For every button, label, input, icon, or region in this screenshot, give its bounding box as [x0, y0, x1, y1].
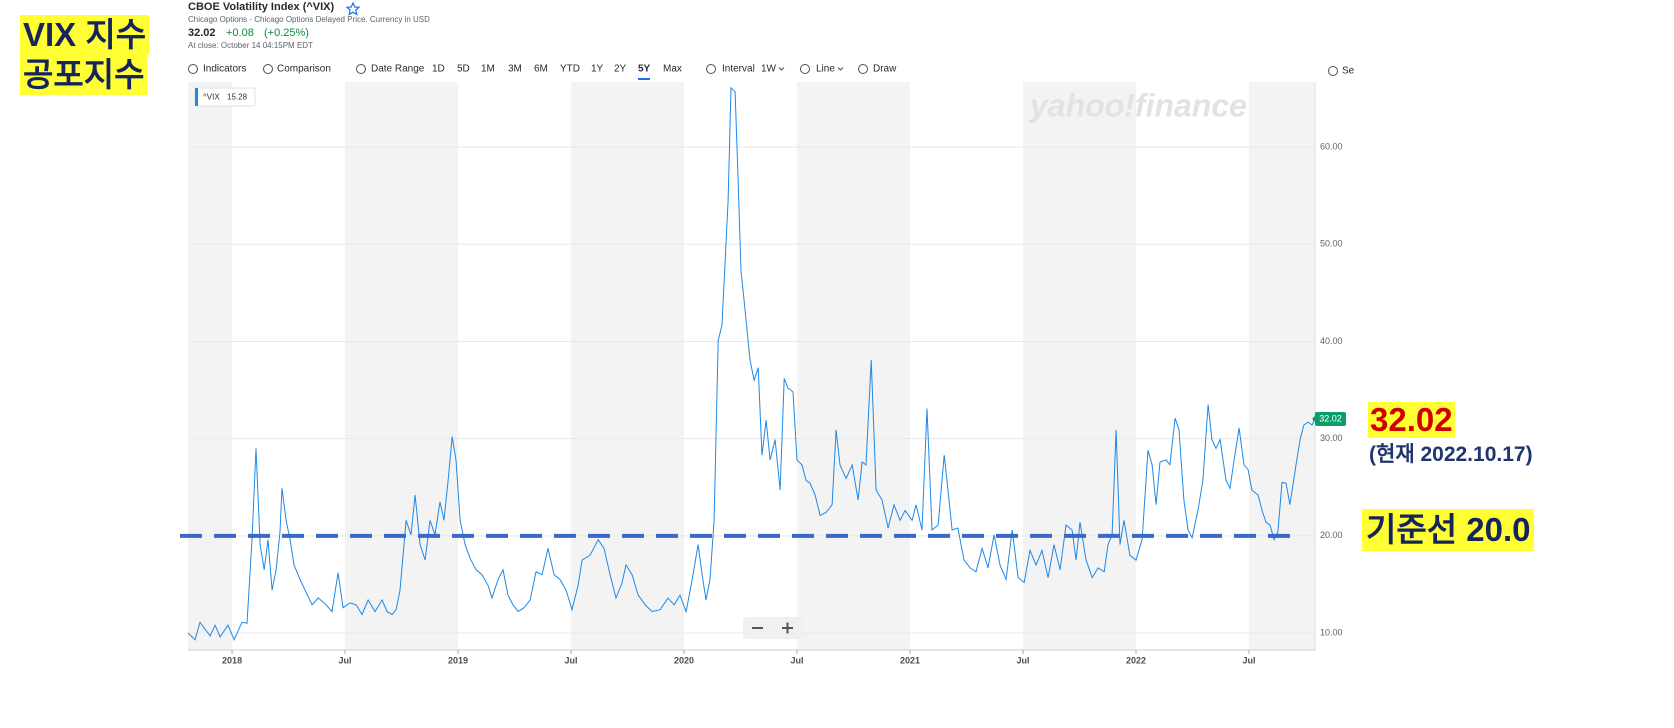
y-tick-label: 20.00 [1320, 530, 1343, 540]
toolbar-icon [356, 64, 366, 74]
toolbar-icon [1328, 66, 1338, 76]
toolbar-button[interactable]: Interval [722, 64, 755, 75]
price-line [187, 86, 1316, 642]
toolbar-button[interactable]: 5Y [638, 64, 651, 75]
annotation-title: VIX 지수 [20, 15, 150, 55]
toolbar-button[interactable]: 2Y [614, 64, 627, 75]
y-tick-label: 40.00 [1320, 336, 1343, 346]
toolbar-button[interactable]: Draw [873, 64, 897, 75]
y-tick-label: 60.00 [1320, 141, 1343, 151]
toolbar-button[interactable]: Line [816, 64, 835, 75]
toolbar-button[interactable]: YTD [560, 64, 580, 75]
price-tag-bg [1315, 412, 1346, 427]
toolbar-button[interactable]: Comparison [277, 64, 331, 75]
x-tick-label: Jul [1017, 655, 1030, 665]
annotation-value: 32.02 [1368, 401, 1455, 438]
toolbar-button[interactable]: 5D [457, 64, 470, 75]
toolbar-button[interactable]: Date Range [371, 64, 425, 75]
toolbar-button[interactable]: 3M [508, 64, 522, 75]
toolbar-button[interactable]: 1W [761, 64, 777, 75]
price-tag: 32.02 [1319, 413, 1342, 423]
quote-title: CBOE Volatility Index (^VIX) [188, 1, 335, 13]
x-tick-label: Jul [339, 655, 352, 665]
x-tick-label: 2018 [222, 655, 242, 665]
toolbar-icon [263, 64, 273, 74]
x-tick-label: Jul [791, 655, 804, 665]
close-note: At close: October 14 04:15PM EDT [188, 41, 313, 50]
dropdown-chevron [778, 67, 785, 71]
quote-change: +0.08 [226, 27, 254, 39]
x-tick-label: Jul [565, 655, 578, 665]
annotation-date: (현재 2022.10.17) [1369, 443, 1533, 466]
toolbar-icon [800, 64, 810, 74]
annotation-title: 공포지수 [20, 55, 148, 95]
star-icon[interactable] [346, 2, 360, 16]
toolbar-button[interactable]: 1M [481, 64, 495, 75]
tooltip-name: ^VIX [203, 93, 220, 102]
y-tick-label: 50.00 [1320, 239, 1343, 249]
dropdown-chevron [837, 67, 844, 71]
toolbar-button[interactable]: 6M [534, 64, 548, 75]
period-band [1249, 82, 1315, 650]
toolbar-icon [188, 64, 198, 74]
period-band [1023, 82, 1137, 650]
x-tick-label: 2022 [1126, 655, 1146, 665]
period-band [797, 82, 911, 650]
y-tick-label: 10.00 [1320, 627, 1343, 637]
toolbar-button[interactable]: Indicators [203, 64, 246, 75]
toolbar-button[interactable]: 1D [432, 64, 445, 75]
watermark: yahoo!finance [1028, 87, 1247, 123]
tooltip-value: 15.28 [227, 93, 248, 102]
quote-subtitle: Chicago Options - Chicago Options Delaye… [188, 15, 430, 24]
x-tick-label: Jul [1243, 655, 1256, 665]
tooltip-swatch [195, 88, 198, 106]
reference-label: 기준선 20.0 [1362, 509, 1535, 551]
toolbar-icon [858, 64, 868, 74]
toolbar-button[interactable]: 1Y [591, 64, 604, 75]
period-band [188, 82, 233, 650]
toolbar-button[interactable]: Max [663, 64, 682, 75]
x-tick-label: 2020 [674, 655, 694, 665]
period-band [345, 82, 459, 650]
x-tick-label: 2019 [448, 655, 468, 665]
toolbar-icon [706, 64, 716, 74]
period-band [571, 82, 685, 650]
toolbar-button[interactable]: Se [1342, 66, 1355, 77]
y-tick-label: 30.00 [1320, 433, 1343, 443]
quote-price: 32.02 [188, 27, 216, 39]
quote-change-percent: (+0.25%) [264, 27, 309, 39]
x-tick-label: 2021 [900, 655, 920, 665]
